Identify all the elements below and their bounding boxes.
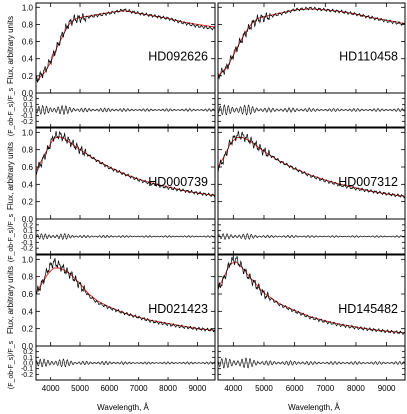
y-axis-label-resid-2: (F_ob-F_s)/F_s (8, 213, 15, 262)
y-tick-label-resid: -0.1 (21, 240, 33, 247)
y-tick-label-resid: 0.2 (23, 96, 33, 103)
y-tick-label-resid: 0.0 (23, 234, 33, 241)
model-spectrum-HD092626 (35, 10, 216, 82)
y-tick-label-flux: 0.2 (22, 325, 34, 334)
y-tick-label-flux: 0.6 (22, 290, 34, 299)
x-tick-label: 9000 (378, 384, 396, 393)
x-axis-label-left: Wavelength, Å (97, 403, 149, 412)
y-tick-label-resid: 0.1 (23, 102, 33, 109)
y-axis-label-resid-1: (F_ob-F_s)/F_s (8, 87, 15, 136)
star-label-HD092626: HD092626 (148, 50, 208, 64)
flux-panel-frame-HD092626 (35, 2, 216, 94)
x-tick-label: 4000 (224, 384, 242, 393)
x-tick-label: 9000 (188, 384, 206, 393)
y-tick-label-resid: -0.2 (21, 119, 33, 126)
y-tick-label-resid: 0.1 (23, 355, 33, 362)
y-tick-label-flux: 1.0 (22, 128, 34, 137)
y-tick-label-resid: 0.0 (23, 108, 33, 115)
y-axis-label-flux-3: Flux, arbitrary units (6, 266, 15, 334)
residual-curve-HD110458 (217, 104, 406, 116)
y-tick-label-flux: 1.0 (22, 255, 34, 264)
x-tick-label: 6000 (286, 384, 304, 393)
y-tick-label-flux: 0.0 (22, 89, 34, 98)
x-tick-label: 8000 (347, 384, 365, 393)
star-label-HD145482: HD145482 (338, 302, 398, 316)
model-spectrum-HD110458 (217, 8, 405, 77)
y-tick-label-flux: 1.0 (22, 3, 34, 12)
x-tick-label: 8000 (159, 384, 177, 393)
y-tick-label-flux: 0.2 (22, 72, 34, 81)
y-tick-label-resid: 0.2 (23, 349, 33, 356)
flux-panel-frame-HD110458 (217, 2, 406, 94)
residual-curve-HD000739 (35, 233, 216, 240)
x-axis-label-right: Wavelength, Å (288, 403, 340, 412)
flux-panel-frame-HD000739 (35, 127, 216, 220)
y-tick-label-resid: -0.1 (21, 113, 33, 120)
residual-curve-HD145482 (217, 357, 406, 369)
y-tick-label-flux: 0.4 (22, 180, 34, 189)
flux-panel-frame-HD007312 (217, 127, 406, 220)
model-spectrum-HD021423 (35, 267, 215, 331)
y-tick-label-flux: 0.0 (22, 342, 34, 351)
residual-curve-HD092626 (35, 104, 216, 115)
observed-spectrum-HD092626 (35, 8, 215, 83)
observed-spectrum-HD021423 (35, 257, 215, 333)
y-tick-label-flux: 0.6 (22, 38, 34, 47)
residual-curve-HD021423 (35, 358, 216, 368)
x-tick-label: 7000 (130, 384, 148, 393)
y-tick-label-resid: 0.1 (23, 228, 33, 235)
star-label-HD007312: HD007312 (338, 175, 398, 189)
y-tick-label-flux: 0.4 (22, 307, 34, 316)
x-tick-label: 5000 (255, 384, 273, 393)
y-axis-label-resid-3: (F_ob-F_s)/F_s (8, 340, 15, 389)
model-spectrum-HD145482 (217, 261, 405, 334)
y-tick-label-flux: 0.6 (22, 163, 34, 172)
y-tick-label-flux: 0.4 (22, 55, 34, 64)
x-tick-label: 5000 (71, 384, 89, 393)
residual-curve-HD007312 (217, 233, 406, 240)
observed-spectrum-HD007312 (217, 130, 406, 199)
model-spectrum-HD007312 (217, 137, 405, 197)
star-label-HD000739: HD000739 (148, 175, 208, 189)
y-tick-label-resid: 0.2 (23, 222, 33, 229)
y-tick-label-flux: 0.8 (22, 273, 34, 282)
y-tick-label-resid: -0.2 (21, 246, 33, 253)
y-tick-label-flux: 0.0 (22, 215, 34, 224)
y-tick-label-resid: -0.2 (21, 372, 33, 379)
y-axis-label-flux-2: Flux, arbitrary units (6, 142, 15, 210)
x-tick-label: 7000 (316, 384, 334, 393)
observed-spectrum-HD000739 (35, 131, 216, 198)
x-tick-label: 4000 (42, 384, 60, 393)
star-label-HD110458: HD110458 (339, 50, 398, 64)
y-tick-label-resid: 0.0 (23, 361, 33, 368)
y-tick-label-resid: -0.1 (21, 366, 33, 373)
observed-spectrum-HD145482 (217, 256, 405, 335)
star-label-HD021423: HD021423 (148, 302, 208, 316)
flux-panel-frame-HD021423 (35, 254, 216, 347)
y-tick-label-flux: 0.2 (22, 198, 34, 207)
y-tick-label-flux: 0.8 (22, 20, 34, 29)
observed-spectrum-HD110458 (217, 6, 406, 80)
y-axis-label-flux-1: Flux, arbitrary units (6, 16, 15, 84)
x-tick-label: 6000 (100, 384, 118, 393)
y-tick-label-flux: 0.8 (22, 146, 34, 155)
